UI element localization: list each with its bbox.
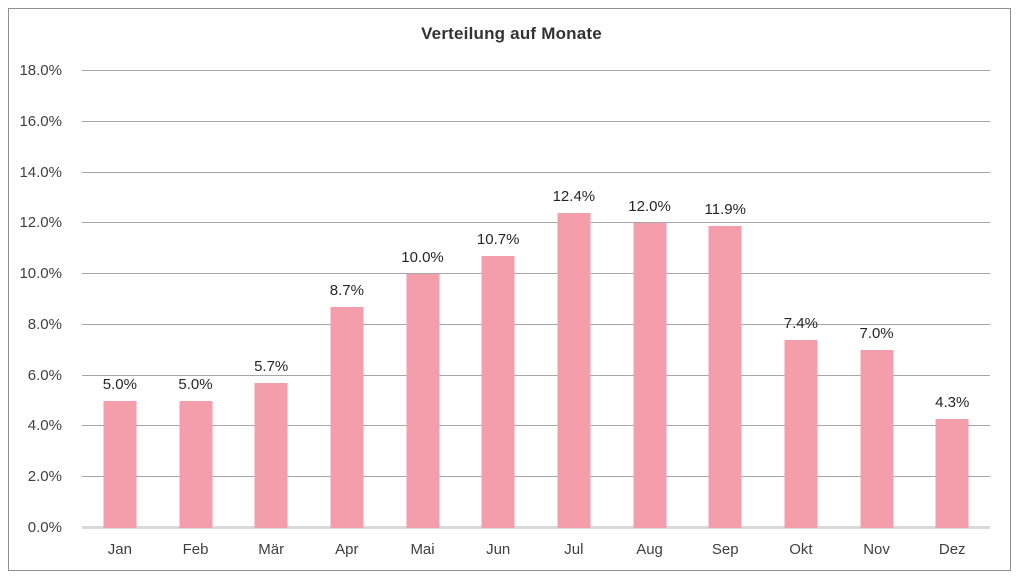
bar-data-label: 12.4% [552,188,596,206]
bar-slot: 12.0% [612,71,688,528]
y-tick-label: 2.0% [27,468,62,486]
gridline [82,120,990,122]
bar-jan [103,401,137,528]
bar-slot: 5.0% [82,71,158,528]
x-tick-label: Mär [258,541,285,558]
x-tick-label: Jul [564,541,584,558]
gridline [82,70,990,71]
bar-data-label: 7.4% [783,315,818,333]
bar-slot: 12.4% [536,71,612,528]
x-axis: Jan Feb Mär Apr Mai Jun Jul Aug Sep Okt Nov Dez [82,539,990,561]
x-tick-label: Jan [107,541,132,558]
plot-area: 5.0% 5.0% 5.7% 8.7% 10.0% 10.7% 12.4% 12.0% 11.9… [82,70,990,529]
bar-slot: 8.7% [309,71,385,528]
y-axis: 0.0% 2.0% 4.0% 6.0% 8.0% 10.0% 12.0% 14.0% 16.0%… [10,62,72,536]
bar-okt [784,340,818,528]
bar-dez [935,418,969,528]
bar-data-label: 10.7% [476,231,520,249]
bar-feb [179,401,212,528]
bar-data-label: 8.7% [329,282,364,300]
gridline [82,374,990,376]
bar-slot: 7.4% [763,71,839,528]
bar-data-label: 11.9% [704,200,746,218]
y-tick-label: 12.0% [19,214,62,232]
y-tick-label: 4.0% [27,417,62,435]
bar-slot: 10.7% [460,71,536,528]
x-tick-label: Mai [410,541,435,558]
bar-jun [481,256,515,528]
bar-aug [633,223,667,528]
bar-data-label: 12.0% [628,198,671,216]
bar-data-label: 5.0% [102,376,137,394]
bar-data-label: 10.0% [401,249,444,267]
gridline [82,171,990,173]
bar-slot: 5.0% [158,71,234,528]
y-tick-label: 8.0% [27,315,62,333]
x-tick-label: Sep [711,541,739,558]
bar-jul [557,213,591,528]
y-tick-label: 0.0% [27,519,62,536]
bar-apr [330,307,364,528]
x-tick-label: Feb [182,541,209,558]
bar-data-label: 4.3% [935,393,970,411]
x-tick-label: Aug [636,541,663,558]
bar-slot: 11.9% [687,71,763,528]
gridline [82,222,990,224]
gridline [82,425,990,427]
bar-slot: 10.0% [385,71,461,528]
y-tick-label: 16.0% [19,112,62,130]
bar-data-label: 5.0% [178,376,213,394]
gridline [82,323,990,325]
bar-mai [406,274,440,528]
x-tick-label: Nov [863,541,890,558]
y-tick-label: 14.0% [19,163,62,181]
bar-slot: 5.7% [233,71,309,528]
x-tick-label: Dez [938,541,966,558]
axis-baseline [82,526,990,529]
chart-title: Verteilung auf Monate [421,24,602,43]
bar-data-label: 7.0% [859,325,894,343]
bar-slot: 7.0% [839,71,915,528]
x-tick-label: Okt [789,541,813,558]
bar-data-label: 5.7% [254,358,289,376]
y-tick-label: 6.0% [27,366,62,384]
y-tick-label: 18.0% [19,62,62,79]
gridline [82,476,990,478]
y-tick-label: 10.0% [19,265,62,283]
bar-mär [254,383,288,528]
bar-sep [708,225,742,528]
gridline [82,273,990,275]
x-tick-label: Apr [335,541,359,558]
bar-slot: 4.3% [914,71,990,528]
x-tick-label: Jun [486,541,511,558]
bar-nov [860,350,894,528]
bars-layer: 5.0% 5.0% 5.7% 8.7% 10.0% 10.7% 12.4% 12.0% 11.9… [82,71,990,528]
